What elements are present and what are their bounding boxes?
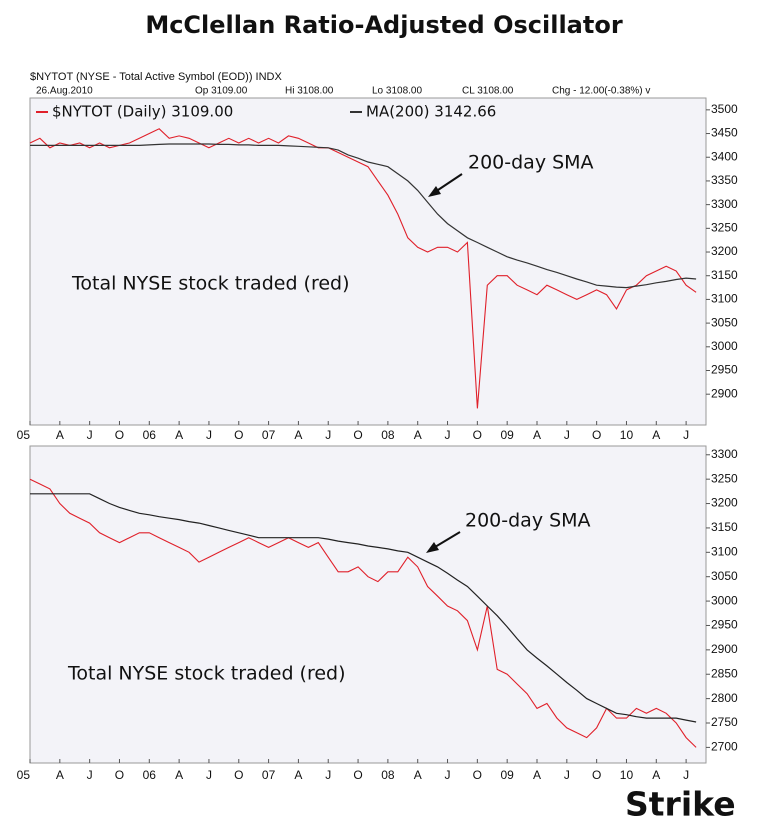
y-tick-label: 2950	[711, 618, 738, 632]
x-tick-label: 07	[262, 428, 276, 442]
y-tick-label: 2900	[711, 642, 738, 656]
y-tick-label: 3100	[711, 544, 738, 558]
legend-label: $NYTOT (Daily) 3109.00	[52, 103, 233, 121]
y-tick-label: 2750	[711, 715, 738, 729]
x-tick-label: 10	[620, 768, 634, 782]
y-tick-label: 3350	[711, 173, 738, 187]
x-tick-label: O	[234, 428, 243, 442]
y-tick-label: 3200	[711, 496, 738, 510]
panel: 2900 2950 3000 3050 3100 3150 3200 3250 3300 3350…	[17, 97, 738, 442]
x-tick-label: J	[683, 428, 689, 442]
x-tick-label: J	[325, 428, 331, 442]
x-tick-label: J	[564, 428, 570, 442]
series-line	[30, 143, 697, 289]
x-tick-label: J	[87, 428, 93, 442]
annotation: 200-day SMA	[468, 152, 594, 174]
x-tick-label: 09	[500, 768, 514, 782]
y-tick-label: 3000	[711, 339, 738, 353]
legend-label: MA(200) 3142.66	[366, 103, 496, 121]
y-tick-label: 3250	[711, 220, 738, 234]
symbol-header: $NYTOT (NYSE - Total Active Symbol (EOD)…	[30, 71, 283, 83]
y-tick-label: 3150	[711, 268, 738, 282]
series-line	[30, 493, 697, 723]
x-tick-label: 05	[17, 768, 31, 782]
x-tick-label: J	[325, 768, 331, 782]
y-tick-label: 3100	[711, 292, 738, 306]
arrowhead	[428, 186, 441, 197]
y-tick-label: 3150	[711, 520, 738, 534]
x-tick-label: O	[592, 428, 601, 442]
plot-area	[29, 97, 707, 426]
x-tick-label: A	[652, 428, 660, 442]
x-tick-label: J	[683, 768, 689, 782]
x-tick-label: 06	[143, 768, 157, 782]
x-tick-label: 08	[381, 428, 395, 442]
annotation: Total NYSE stock traded (red)	[67, 663, 346, 685]
y-tick-label: 3300	[711, 447, 738, 461]
x-tick-label: O	[353, 768, 362, 782]
x-tick-label: A	[56, 768, 64, 782]
page-title: McClellan Ratio-Adjusted Oscillator	[145, 11, 623, 39]
open: Op 3109.00	[195, 86, 248, 97]
y-tick-label: 2850	[711, 666, 738, 680]
x-tick-label: O	[592, 768, 601, 782]
x-tick-label: A	[533, 428, 541, 442]
arrowhead	[426, 542, 439, 553]
change: Chg - 12.00(-0.38%) v	[552, 86, 650, 97]
y-tick-label: 3400	[711, 149, 738, 163]
y-tick-label: 2950	[711, 363, 738, 377]
x-tick-label: A	[175, 768, 183, 782]
y-tick-label: 3450	[711, 126, 738, 140]
x-tick-label: A	[533, 768, 541, 782]
logo: Strike	[625, 785, 736, 824]
y-tick-label: 3200	[711, 244, 738, 258]
series-line	[29, 478, 697, 748]
x-tick-label: 10	[620, 428, 634, 442]
x-tick-label: O	[234, 768, 243, 782]
panel: 2700 2750 2800 2850 2900 2950 3000 3050 3100 3150…	[17, 445, 738, 782]
annotation: Total NYSE stock traded (red)	[71, 273, 350, 295]
series-line	[29, 128, 697, 409]
y-tick-label: 3250	[711, 471, 738, 485]
x-tick-label: 05	[17, 428, 31, 442]
low: Lo 3108.00	[372, 86, 422, 97]
x-tick-label: A	[652, 768, 660, 782]
x-tick-label: A	[294, 428, 302, 442]
y-tick-label: 3500	[711, 102, 738, 116]
x-tick-label: A	[175, 428, 183, 442]
x-tick-label: 06	[143, 428, 157, 442]
plot-area	[29, 445, 707, 764]
y-tick-label: 3300	[711, 197, 738, 211]
high: Hi 3108.00	[285, 86, 334, 97]
date: 26.Aug.2010	[36, 86, 93, 97]
x-tick-label: J	[564, 768, 570, 782]
y-tick-label: 3050	[711, 569, 738, 583]
y-tick-label: 3050	[711, 315, 738, 329]
x-tick-label: J	[206, 428, 212, 442]
x-tick-label: A	[56, 428, 64, 442]
x-tick-label: A	[414, 428, 422, 442]
x-tick-label: J	[445, 428, 451, 442]
x-tick-label: O	[473, 428, 482, 442]
x-tick-label: 09	[500, 428, 514, 442]
x-tick-label: O	[353, 428, 362, 442]
y-tick-label: 2800	[711, 691, 738, 705]
x-tick-label: 08	[381, 768, 395, 782]
x-tick-label: J	[87, 768, 93, 782]
annotation: 200-day SMA	[465, 510, 591, 532]
close: CL 3108.00	[462, 86, 514, 97]
x-tick-label: 07	[262, 768, 276, 782]
x-tick-label: A	[414, 768, 422, 782]
y-tick-label: 2900	[711, 386, 738, 400]
y-tick-label: 3000	[711, 593, 738, 607]
y-tick-label: 2700	[711, 740, 738, 754]
x-tick-label: O	[115, 428, 124, 442]
x-tick-label: O	[115, 768, 124, 782]
x-tick-label: J	[206, 768, 212, 782]
x-tick-label: O	[473, 768, 482, 782]
x-tick-label: A	[294, 768, 302, 782]
x-tick-label: J	[445, 768, 451, 782]
